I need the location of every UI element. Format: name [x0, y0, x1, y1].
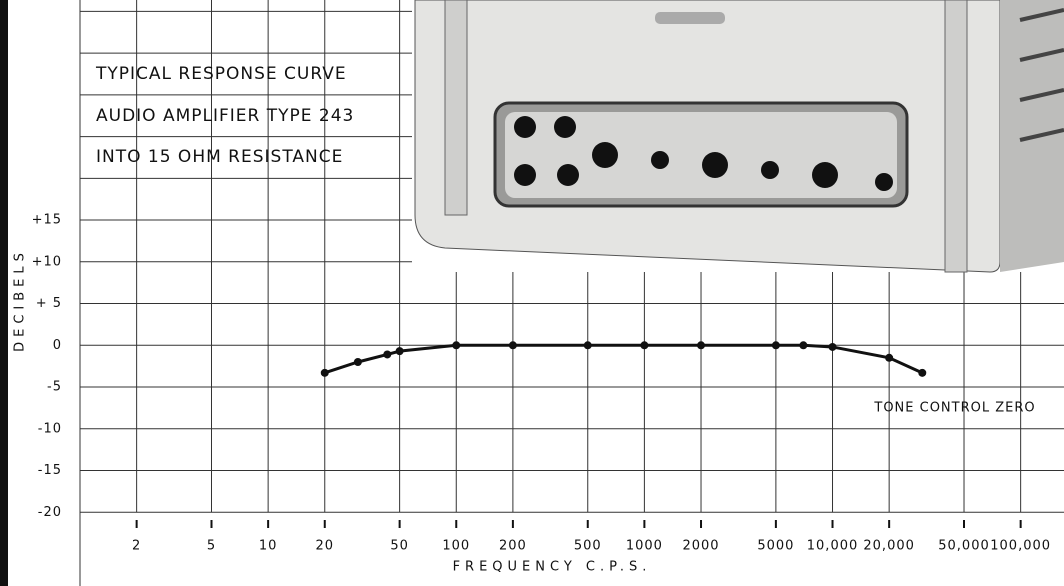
y-tick-label: -15: [38, 463, 62, 478]
data-point: [799, 341, 807, 349]
data-point: [452, 341, 460, 349]
y-tick-label: -20: [38, 505, 62, 520]
y-tick-label: + 5: [36, 296, 62, 311]
x-tick-label: 10: [259, 539, 278, 554]
data-point: [829, 343, 837, 351]
y-tick-label: 0: [53, 338, 62, 353]
y-tick-label: +10: [32, 254, 62, 269]
amplifier-photo: [412, 0, 1064, 272]
x-tick-label: 5000: [757, 539, 794, 554]
chart-title: AUDIO AMPLIFIER TYPE 243: [96, 106, 354, 126]
x-tick-label: 50,000: [938, 539, 990, 554]
x-tick-label: 200: [499, 539, 527, 554]
y-tick-label: -5: [47, 380, 62, 395]
x-tick-label: 500: [574, 539, 602, 554]
x-tick-label: 100: [442, 539, 470, 554]
data-point: [396, 347, 404, 355]
x-tick-label: 5: [207, 539, 216, 554]
x-tick-label: 2000: [682, 539, 719, 554]
data-point: [509, 341, 517, 349]
data-point: [354, 358, 362, 366]
data-point: [383, 350, 391, 358]
x-tick-label: 100,000: [990, 539, 1051, 554]
x-tick-label: 50: [390, 539, 409, 554]
y-tick-label: -10: [38, 421, 62, 436]
x-tick-label: 1000: [626, 539, 663, 554]
x-tick-label: 20: [315, 539, 334, 554]
data-point: [640, 341, 648, 349]
frame: [0, 0, 8, 586]
chart: +15 +10 + 5 0 -5 -10 -15 -20 2 5 10 20 50 100 200 500 1…: [0, 0, 1064, 586]
x-axis-label: FREQUENCY C.P.S.: [453, 560, 652, 575]
y-tick-label: +15: [32, 213, 62, 228]
annotation: TONE CONTROL ZERO: [873, 401, 1035, 416]
data-point: [885, 354, 893, 362]
data-point: [918, 369, 926, 377]
chart-title: INTO 15 OHM RESISTANCE: [96, 147, 343, 167]
data-point: [772, 341, 780, 349]
chart-title: TYPICAL RESPONSE CURVE: [95, 64, 347, 84]
data-point: [697, 341, 705, 349]
x-tick-label: 2: [132, 539, 141, 554]
data-point: [321, 369, 329, 377]
x-tick-label: 20,000: [863, 539, 915, 554]
data-point: [584, 341, 592, 349]
plot: 2 5 10 20 50 100 200 500 1000 2000 5000 10,000 20,00…: [132, 341, 1051, 553]
x-tick-label: 10,000: [807, 539, 859, 554]
y-axis-label: DECIBELS: [13, 248, 28, 352]
